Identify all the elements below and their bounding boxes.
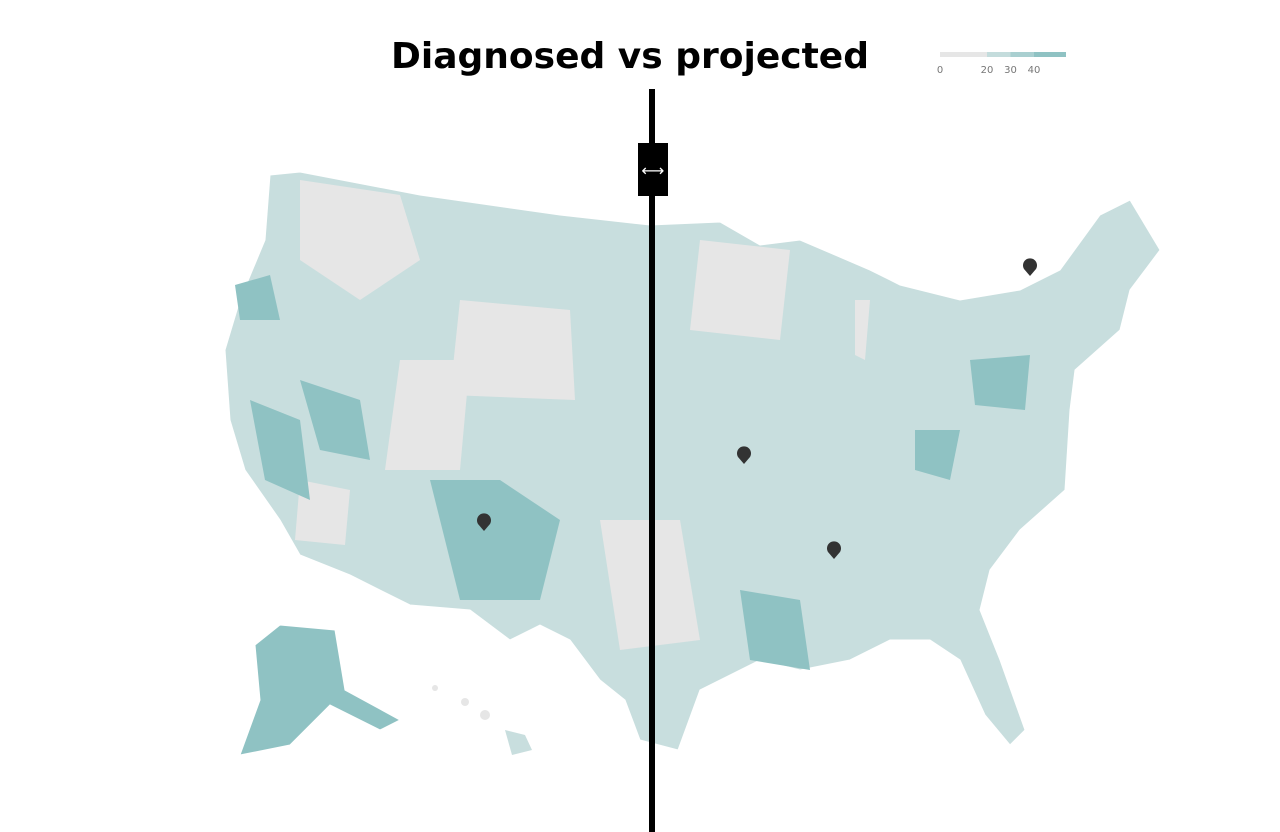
slider-icon: ⟷: [642, 161, 665, 180]
slider-line[interactable]: [649, 89, 655, 832]
pin: [827, 541, 842, 559]
pins: [477, 258, 1037, 559]
region: [740, 590, 810, 670]
legend-swatch: [1010, 52, 1034, 57]
legend-tick-label: 0: [937, 65, 943, 76]
region: [970, 355, 1030, 410]
lake: [855, 300, 870, 360]
region: [915, 430, 960, 480]
legend-swatch: [1034, 52, 1066, 57]
alaska: [239, 624, 402, 756]
region: [450, 300, 575, 400]
region: [250, 400, 310, 500]
legend-tick-label: 30: [1004, 65, 1017, 76]
hawaii: [480, 710, 490, 720]
legend-tick-label: 40: [1028, 65, 1041, 76]
region: [385, 360, 470, 470]
region: [300, 380, 370, 460]
slider-handle[interactable]: [638, 143, 668, 196]
legend: 0 20 30 40: [937, 52, 1066, 76]
region: [430, 480, 560, 600]
legend-swatch: [987, 52, 1011, 57]
legend-swatch: [940, 52, 987, 57]
region: [690, 240, 790, 340]
pin: [477, 513, 492, 531]
region: [235, 275, 280, 320]
hawaii: [432, 685, 438, 691]
us-map: [224, 171, 1161, 756]
pin: [737, 446, 752, 464]
title: Diagnosed vs projected: [391, 36, 869, 77]
legend-tick-label: 20: [981, 65, 994, 76]
hawaii: [505, 730, 532, 755]
hawaii: [461, 698, 469, 706]
pin: [1023, 258, 1037, 276]
region: [300, 180, 420, 300]
